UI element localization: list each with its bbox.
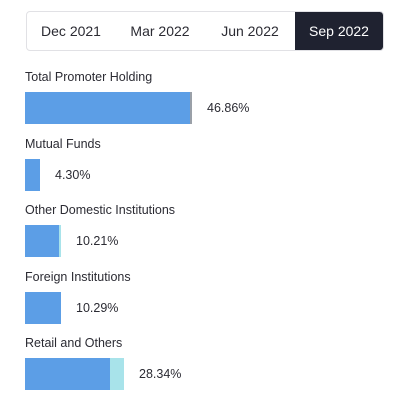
bar-value-label: 46.86% <box>207 101 250 115</box>
bar-label: Retail and Others <box>25 336 123 350</box>
tab-sep-2022[interactable]: Sep 2022 <box>295 12 383 50</box>
bar-track <box>25 358 124 390</box>
tab-dec-2021[interactable]: Dec 2021 <box>41 23 101 39</box>
bar-value-label: 10.29% <box>76 300 119 315</box>
bar-track <box>25 291 61 324</box>
bar-value-label: 10.21% <box>76 234 119 248</box>
bar-value-label: 4.30% <box>55 167 91 182</box>
bar <box>25 225 59 257</box>
bar-label: Other Domestic Institutions <box>25 203 176 217</box>
period-tabs: Dec 2021 Mar 2022 Jun 2022 Sep 2022 <box>26 11 384 51</box>
bar-track <box>25 225 61 257</box>
bar <box>25 358 110 390</box>
bar-change-increase <box>59 225 61 257</box>
bar-value-label: 28.34% <box>139 367 182 381</box>
tab-jun-2022[interactable]: Jun 2022 <box>221 23 279 39</box>
tab-mar-2022[interactable]: Mar 2022 <box>130 23 190 39</box>
bar <box>25 158 40 191</box>
bar <box>25 92 190 124</box>
bar-label: Total Promoter Holding <box>25 70 153 84</box>
bar <box>25 291 61 324</box>
bar-label: Foreign Institutions <box>25 269 131 284</box>
bar-label: Mutual Funds <box>25 136 101 151</box>
bar-change-decrease <box>190 92 192 124</box>
bar-change-increase <box>110 358 124 390</box>
bar-track <box>25 158 40 191</box>
bar-track <box>25 92 192 124</box>
